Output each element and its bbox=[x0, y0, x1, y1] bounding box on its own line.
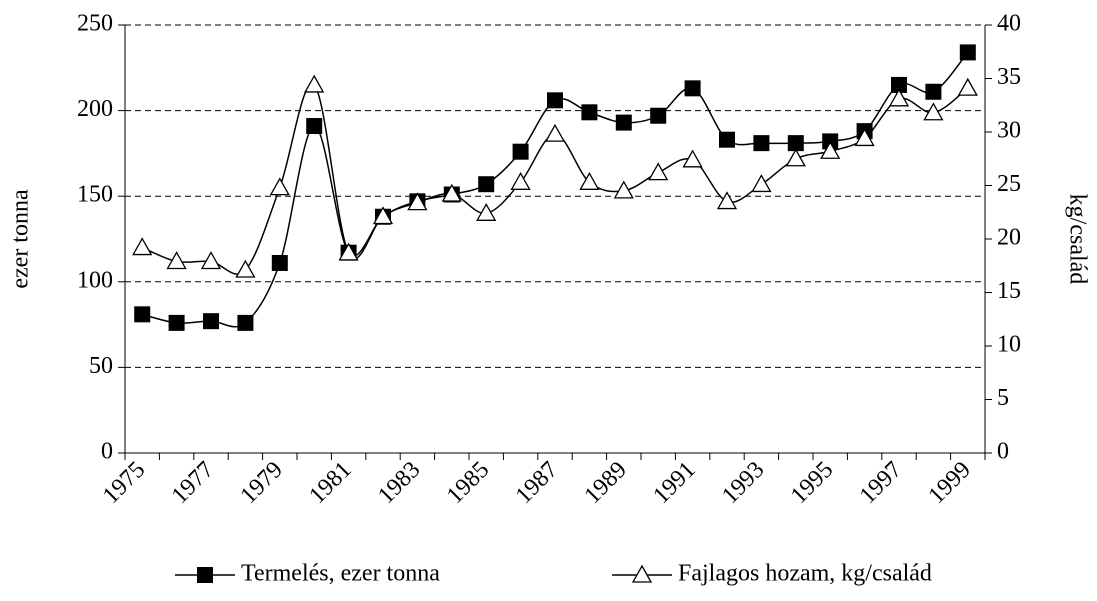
point bbox=[682, 149, 703, 168]
series-line bbox=[141, 83, 969, 275]
y-tick-label: 200 bbox=[77, 96, 113, 122]
y2-axis-title: kg/család bbox=[1064, 194, 1090, 285]
point bbox=[820, 140, 841, 159]
x-tick-label: 1999 bbox=[924, 457, 976, 509]
point bbox=[407, 192, 428, 211]
y2-tick-label: 10 bbox=[997, 332, 1021, 358]
y2-tick-label: 0 bbox=[997, 439, 1009, 465]
x-tick-label: 1989 bbox=[580, 457, 632, 509]
y2-tick-label: 40 bbox=[997, 11, 1021, 37]
y2-tick-label: 20 bbox=[997, 225, 1021, 251]
point bbox=[235, 259, 256, 278]
point bbox=[613, 180, 634, 199]
y-tick-label: 250 bbox=[77, 11, 113, 37]
point bbox=[650, 107, 667, 124]
point bbox=[269, 177, 290, 196]
point bbox=[957, 77, 978, 96]
point bbox=[716, 191, 738, 210]
y2-tick-label: 25 bbox=[997, 171, 1021, 197]
legend-marker bbox=[197, 567, 213, 583]
y-tick-label: 0 bbox=[101, 439, 113, 465]
x-tick-label: 1985 bbox=[442, 457, 494, 509]
point bbox=[854, 128, 875, 147]
x-tick-label: 1987 bbox=[511, 457, 563, 509]
legend-marker bbox=[631, 564, 653, 583]
point bbox=[478, 176, 495, 193]
x-tick-label: 1993 bbox=[717, 457, 769, 509]
x-tick-label: 1991 bbox=[648, 457, 700, 509]
point bbox=[168, 314, 185, 331]
point bbox=[166, 251, 187, 270]
legend-label: Fajlagos hozam, kg/család bbox=[678, 561, 932, 587]
y-tick-label: 100 bbox=[77, 267, 113, 293]
point bbox=[579, 171, 600, 190]
point bbox=[338, 242, 359, 261]
x-tick-label: 1977 bbox=[167, 457, 219, 509]
point bbox=[959, 44, 976, 61]
y-axis-title: ezer tonna bbox=[8, 189, 34, 289]
point bbox=[925, 83, 942, 100]
point bbox=[203, 313, 219, 330]
legend-label: Termelés, ezer tonna bbox=[241, 561, 440, 587]
y-tick-label: 50 bbox=[89, 353, 113, 379]
point bbox=[510, 171, 531, 190]
point bbox=[751, 174, 772, 193]
y-tick-label: 150 bbox=[77, 182, 113, 208]
point bbox=[923, 102, 944, 121]
y2-tick-label: 35 bbox=[997, 64, 1021, 90]
point bbox=[476, 202, 497, 221]
point bbox=[581, 104, 598, 121]
y2-tick-label: 15 bbox=[997, 278, 1021, 304]
point bbox=[648, 162, 669, 181]
y2-tick-label: 30 bbox=[997, 118, 1021, 144]
point bbox=[271, 254, 288, 271]
x-tick-label: 1995 bbox=[786, 457, 838, 509]
x-tick-label: 1979 bbox=[236, 457, 288, 509]
point bbox=[888, 88, 910, 107]
point bbox=[684, 80, 701, 97]
point bbox=[134, 306, 151, 323]
point bbox=[787, 135, 804, 152]
point bbox=[547, 92, 563, 109]
point bbox=[615, 114, 632, 131]
point bbox=[891, 76, 907, 93]
point bbox=[544, 123, 566, 142]
x-tick-label: 1981 bbox=[304, 457, 356, 509]
point bbox=[441, 183, 462, 202]
x-tick-label: 1997 bbox=[855, 457, 907, 509]
x-tick-label: 1983 bbox=[373, 457, 425, 509]
point bbox=[719, 131, 735, 148]
point bbox=[237, 314, 254, 331]
point bbox=[512, 143, 529, 160]
point bbox=[753, 135, 770, 152]
point bbox=[200, 251, 222, 270]
x-tick-label: 1975 bbox=[98, 457, 150, 509]
point bbox=[132, 237, 153, 256]
point bbox=[785, 148, 806, 167]
y2-tick-label: 5 bbox=[997, 385, 1009, 411]
point bbox=[306, 118, 323, 135]
point bbox=[304, 74, 325, 93]
point bbox=[372, 206, 394, 225]
